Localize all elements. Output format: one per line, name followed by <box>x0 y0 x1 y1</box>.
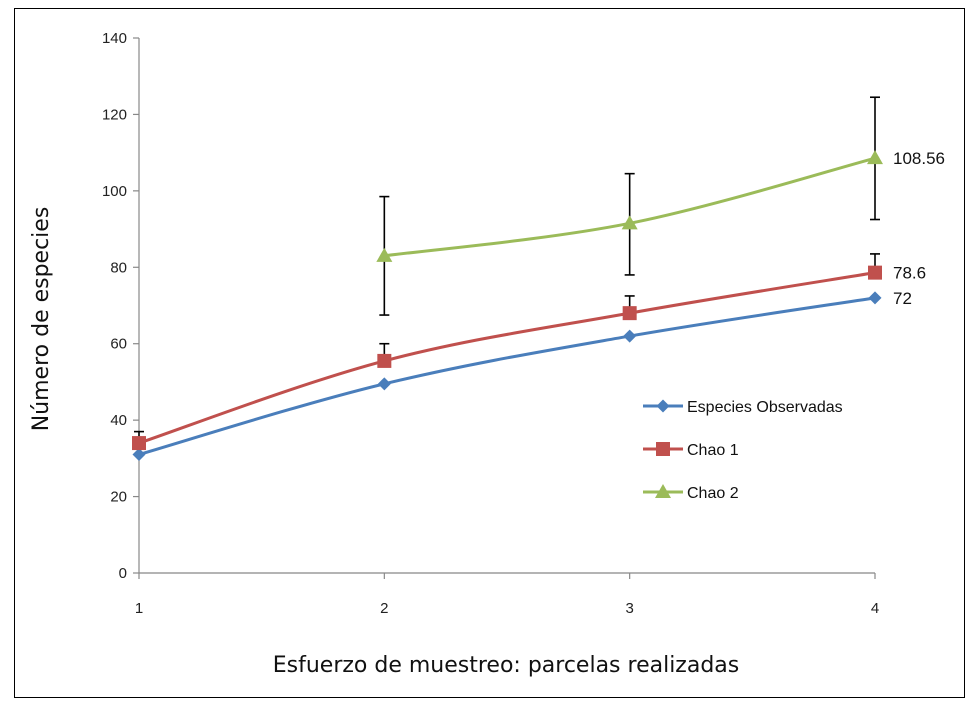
chao1-end-label: 78.6 <box>893 264 926 283</box>
y-tick-label: 40 <box>110 412 127 429</box>
y-tick-label: 80 <box>110 259 127 276</box>
observadas-point <box>377 377 391 391</box>
y-axis-title: Número de especies <box>29 207 54 432</box>
legend-chao1-swatch-marker <box>656 442 670 456</box>
x-tick-label: 1 <box>135 600 143 617</box>
chao2-point <box>867 150 883 165</box>
observadas-line <box>138 296 876 456</box>
y-tick-label: 0 <box>119 565 127 582</box>
x-tick-label: 3 <box>625 600 633 617</box>
y-tick-label: 100 <box>102 183 127 200</box>
observadas-point <box>868 291 882 305</box>
x-axis-title: Esfuerzo de muestreo: parcelas realizada… <box>273 653 740 678</box>
y-tick-label: 20 <box>110 489 127 506</box>
observadas-point <box>132 448 146 462</box>
legend-chao2-label: Chao 2 <box>687 485 739 502</box>
legend-observadas-swatch-marker <box>656 399 670 413</box>
y-tick-label: 60 <box>110 336 127 353</box>
chart-frame <box>14 8 965 698</box>
chao1-line <box>138 271 876 445</box>
legend-observadas-label: Especies Observadas <box>687 399 843 416</box>
y-tick-label: 140 <box>102 30 127 47</box>
chao1-point <box>132 436 146 451</box>
observadas-end-label: 72 <box>893 289 912 308</box>
legend-chao2-swatch-marker <box>655 484 671 498</box>
x-tick-label: 2 <box>380 600 388 617</box>
y-tick-label: 120 <box>102 106 127 123</box>
chao1-point <box>868 265 882 280</box>
x-tick-label: 4 <box>871 600 879 617</box>
chao1-point <box>377 353 392 368</box>
observadas-point <box>623 329 637 343</box>
chao1-point <box>622 306 637 321</box>
chao2-point <box>621 215 638 230</box>
chao2-end-label: 108.56 <box>893 149 945 168</box>
legend-chao1-label: Chao 1 <box>687 442 739 459</box>
chao2-point <box>376 247 393 262</box>
